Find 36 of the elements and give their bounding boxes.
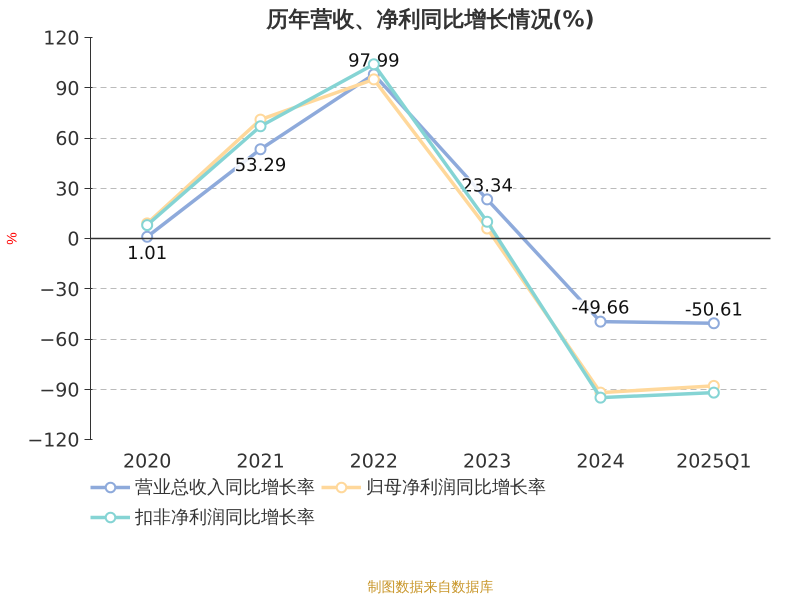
x-tick-label: 2022 bbox=[350, 450, 398, 472]
y-tick-label: −120 bbox=[27, 430, 80, 452]
text: 制图数据来自数据库 bbox=[368, 580, 494, 596]
y-tick-label: 120 bbox=[43, 28, 80, 50]
data-label: 1.01 bbox=[127, 242, 168, 264]
data-label: -50.61 bbox=[684, 299, 743, 320]
x-tick-label: 2025Q1 bbox=[676, 450, 752, 472]
point bbox=[708, 317, 720, 330]
point bbox=[708, 386, 720, 399]
y-tick-label: −90 bbox=[39, 379, 80, 402]
legend-label: 营业总收入同比增长率 bbox=[135, 476, 315, 499]
data-label: 97.99 bbox=[348, 50, 400, 72]
x-tick-label: 2021 bbox=[236, 450, 285, 472]
y-tick-label: 0 bbox=[67, 228, 80, 250]
chart-title: 历年营收、净利同比增长情况(%) bbox=[265, 8, 595, 32]
point bbox=[254, 143, 266, 156]
point bbox=[368, 73, 380, 86]
y-axis-title: % bbox=[3, 232, 20, 245]
y-tick-label: 90 bbox=[55, 78, 80, 100]
point bbox=[594, 316, 606, 328]
point bbox=[481, 193, 494, 206]
legend-label: 扣非净利润同比增长率 bbox=[135, 506, 315, 529]
data-label: 53.29 bbox=[234, 155, 286, 176]
y-tick-label: −30 bbox=[39, 278, 80, 301]
x-tick-label: 2023 bbox=[462, 450, 512, 472]
point bbox=[254, 120, 266, 132]
y-tick-label: −60 bbox=[39, 329, 80, 351]
data-label: -49.66 bbox=[571, 298, 630, 319]
data-label: 23.34 bbox=[461, 175, 513, 196]
y-tick-label: 30 bbox=[55, 178, 80, 200]
x-tick-label: 2024 bbox=[576, 450, 625, 472]
point bbox=[594, 392, 606, 404]
y-tick-label: 60 bbox=[55, 128, 80, 150]
x-tick-label: 2020 bbox=[122, 450, 172, 472]
legend-label: 归母净利润同比增长率 bbox=[366, 476, 546, 499]
point bbox=[481, 216, 494, 228]
